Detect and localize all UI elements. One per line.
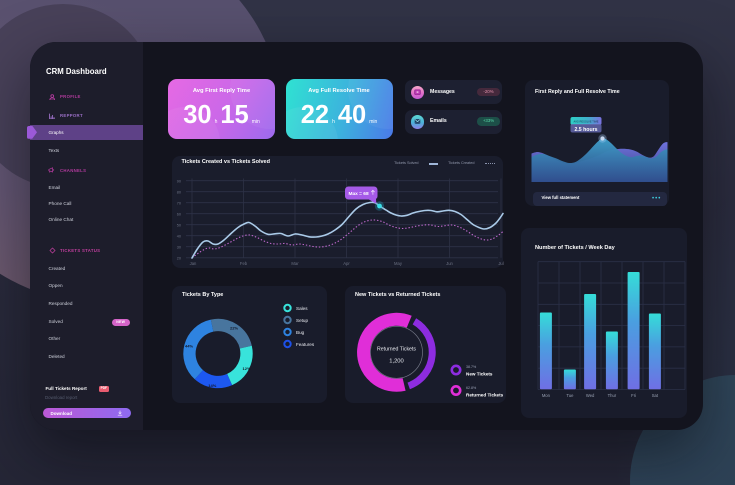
svg-text:Jan: Jan <box>190 261 197 266</box>
svg-text:Tue: Tue <box>566 393 574 398</box>
svg-text:Bug: Bug <box>296 330 305 335</box>
svg-text:1,200: 1,200 <box>389 358 404 364</box>
svg-text:80: 80 <box>177 190 181 194</box>
svg-text:90: 90 <box>177 179 181 183</box>
svg-text:Setup: Setup <box>296 318 308 323</box>
svg-text:Feb: Feb <box>240 261 248 266</box>
svg-text:2.5 hours: 2.5 hours <box>574 127 597 133</box>
svg-text:Features: Features <box>296 342 315 347</box>
svg-text:Wed: Wed <box>586 393 595 398</box>
svg-text:Jul: Jul <box>498 261 503 266</box>
svg-text:Sat: Sat <box>652 393 659 398</box>
svg-text:40: 40 <box>177 234 181 238</box>
svg-text:70: 70 <box>177 201 181 205</box>
svg-text:Fri: Fri <box>631 393 636 398</box>
svg-text:Thur: Thur <box>608 393 617 398</box>
svg-text:Mon: Mon <box>542 393 551 398</box>
svg-text:22%: 22% <box>230 326 238 331</box>
svg-text:AVG RESOLVE TIME: AVG RESOLVE TIME <box>573 120 598 124</box>
svg-text:50: 50 <box>177 223 181 227</box>
svg-text:Mar: Mar <box>291 261 299 266</box>
svg-text:44%: 44% <box>185 344 193 349</box>
svg-text:May: May <box>394 261 403 266</box>
svg-text:Jun: Jun <box>446 261 453 266</box>
svg-text:Returned Tickets: Returned Tickets <box>377 346 416 352</box>
svg-text:60: 60 <box>177 212 181 216</box>
svg-text:62.8%: 62.8% <box>466 386 477 390</box>
svg-text:38.7%: 38.7% <box>466 365 477 369</box>
svg-text:Apr: Apr <box>343 261 350 266</box>
svg-text:20: 20 <box>177 256 181 260</box>
svg-text:14%: 14% <box>208 383 216 388</box>
svg-text:Returned Tickets: Returned Tickets <box>466 393 504 398</box>
svg-text:12%: 12% <box>243 366 251 371</box>
svg-text:Sales: Sales <box>296 306 308 311</box>
svg-text:30: 30 <box>177 245 181 249</box>
svg-text:Max = 68: Max = 68 <box>349 191 369 197</box>
svg-text:New Tickets: New Tickets <box>466 372 493 377</box>
